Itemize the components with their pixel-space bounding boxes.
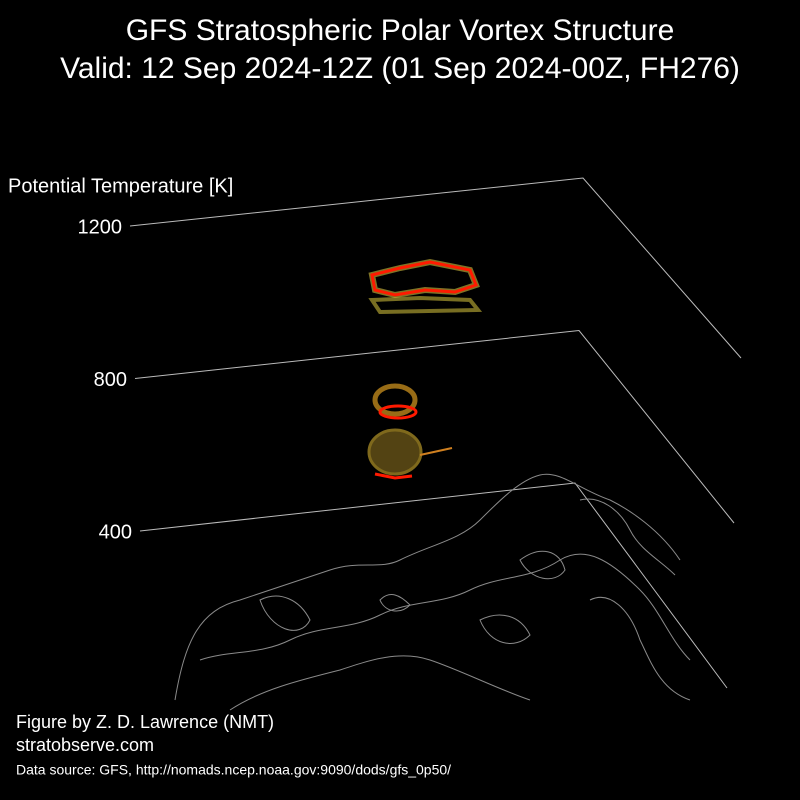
theta-plane — [134, 329, 735, 524]
subtitle: Valid: 12 Sep 2024-12Z (01 Sep 2024-00Z,… — [60, 52, 740, 85]
theta-plane — [139, 482, 728, 689]
vortex-upper — [368, 258, 483, 315]
theta-plane — [129, 177, 742, 359]
website: stratobserve.com — [16, 735, 154, 755]
data-source: Data source: GFS, http://nomads.ncep.noa… — [16, 762, 451, 778]
z-tick-label: 400 — [99, 521, 132, 543]
vortex-lower — [367, 383, 453, 480]
z-axis-label: Potential Temperature [K] — [8, 175, 233, 197]
z-tick-label: 800 — [94, 369, 127, 391]
z-tick-label: 1200 — [78, 216, 123, 238]
coastlines — [174, 473, 691, 711]
credit: Figure by Z. D. Lawrence (NMT) — [16, 712, 274, 732]
title: GFS Stratospheric Polar Vortex Structure — [126, 14, 675, 47]
